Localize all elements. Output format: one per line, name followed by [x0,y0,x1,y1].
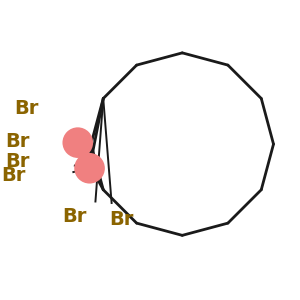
Text: Br: Br [63,207,87,226]
Text: Br: Br [5,132,30,151]
Circle shape [62,127,93,158]
Text: Br: Br [5,152,30,171]
Text: Br: Br [1,166,25,184]
Circle shape [74,153,105,184]
Text: Br: Br [110,210,134,229]
Text: Br: Br [14,99,38,118]
